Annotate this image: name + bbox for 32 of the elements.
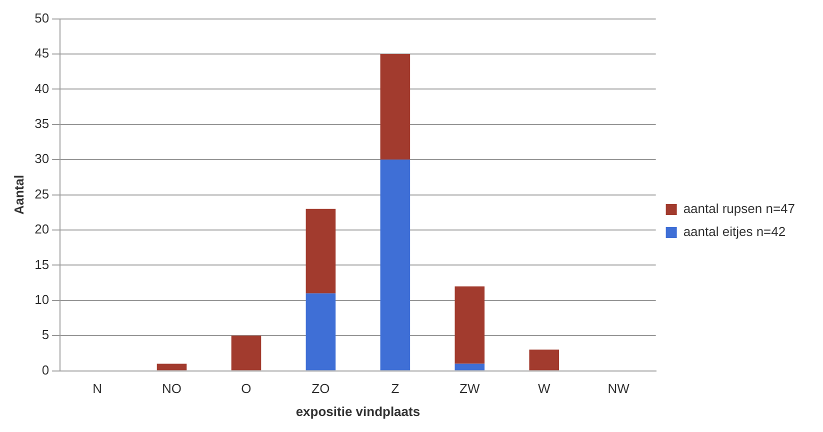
bar <box>231 336 262 370</box>
bar <box>306 208 336 294</box>
x-tick-label: O <box>241 381 252 396</box>
y-tick-label: 25 <box>34 186 50 202</box>
y-tick-label: 30 <box>34 151 50 166</box>
bar <box>306 293 336 370</box>
y-tick-label: 0 <box>42 362 50 378</box>
y-tick-label: 35 <box>34 116 50 131</box>
y-tick-label: 20 <box>34 222 50 237</box>
x-axis-title: expositie vindplaats <box>296 404 420 419</box>
bar <box>380 54 410 160</box>
x-tick-label: ZO <box>312 381 330 396</box>
x-tick-label: Z <box>391 381 400 396</box>
y-axis-title: Aantal <box>11 174 26 215</box>
bar <box>380 160 410 370</box>
y-tick-label: 40 <box>34 80 50 96</box>
x-tick-label: ZW <box>460 381 480 396</box>
legend-label: aantal eitjes n=42 <box>683 224 786 240</box>
bar <box>529 350 560 370</box>
bar <box>156 364 187 370</box>
x-tick-label: W <box>538 381 551 396</box>
bar <box>454 286 485 364</box>
y-tick-label: 5 <box>42 327 50 342</box>
x-tick-label: NW <box>608 381 630 396</box>
y-tick-label: 10 <box>34 292 50 307</box>
y-tick-label: 50 <box>34 10 50 26</box>
bar <box>454 364 485 370</box>
y-tick-label: 15 <box>34 256 50 272</box>
y-tick-label: 45 <box>34 46 50 61</box>
legend-label: aantal rupsen n=47 <box>683 201 796 216</box>
x-tick-label: N <box>92 381 102 396</box>
x-tick-label: NO <box>162 381 182 396</box>
